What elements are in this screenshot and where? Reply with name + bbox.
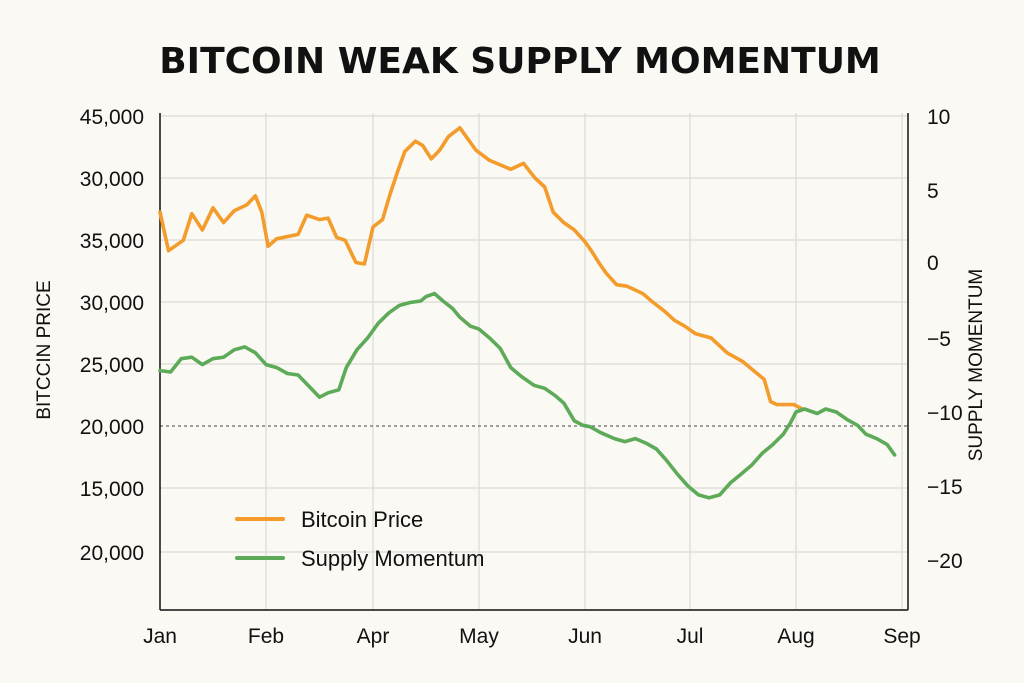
series-line-supply-momentum <box>158 291 897 500</box>
right-tick-label: 5 <box>927 180 939 203</box>
left-tick-label: 20,000 <box>80 416 144 439</box>
right-tick-label: −10 <box>927 402 963 425</box>
x-tick-label: Apr <box>357 625 390 648</box>
left-tick-label: 20,000 <box>80 542 144 565</box>
right-tick-label: −5 <box>927 328 951 351</box>
y-axis-label: BITCCIN PRICE <box>34 280 55 419</box>
left-tick-labels: 45,000 30,000 35,000 30,000 25,000 20,000 15,0… <box>80 106 144 565</box>
right-tick-label: −15 <box>927 476 963 499</box>
legend-label-supply-momentum: Supply Momentum <box>301 546 484 571</box>
right-tick-label: 10 <box>927 106 950 129</box>
x-tick-label: Jun <box>568 625 602 648</box>
vertical-gridlines <box>265 113 903 610</box>
left-tick-label: 30,000 <box>80 168 144 191</box>
series-layer <box>158 126 897 500</box>
left-tick-label: 45,000 <box>80 106 144 129</box>
right-tick-labels: 10 5 0 −5 −10 −15 −20 <box>927 106 963 573</box>
left-tick-label: 30,000 <box>80 292 144 315</box>
right-tick-label: 0 <box>927 252 939 275</box>
x-tick-label: Sep <box>883 625 920 648</box>
left-tick-label: 15,000 <box>80 478 144 501</box>
series-line-bitcoin-price <box>158 126 805 411</box>
x-tick-label: Feb <box>248 625 284 648</box>
x-tick-label: Jul <box>677 625 704 648</box>
left-tick-label: 35,000 <box>80 230 144 253</box>
x-tick-labels: Jan Feb Apr May Jun Jul Aug Sep <box>143 625 921 648</box>
y2-axis-label: SUPPLY MOMENTUM <box>966 269 987 462</box>
x-tick-label: Jan <box>143 625 177 648</box>
right-tick-label: −20 <box>927 550 963 573</box>
legend-label-bitcoin-price: Bitcoin Price <box>301 507 423 532</box>
x-tick-label: Aug <box>777 625 814 648</box>
chart-title: BITCOIN WEAK SUPPLY MOMENTUM <box>159 41 881 82</box>
legend: Bitcoin Price Supply Momentum <box>235 507 484 571</box>
x-tick-label: May <box>459 625 499 648</box>
left-tick-label: 25,000 <box>80 354 144 377</box>
